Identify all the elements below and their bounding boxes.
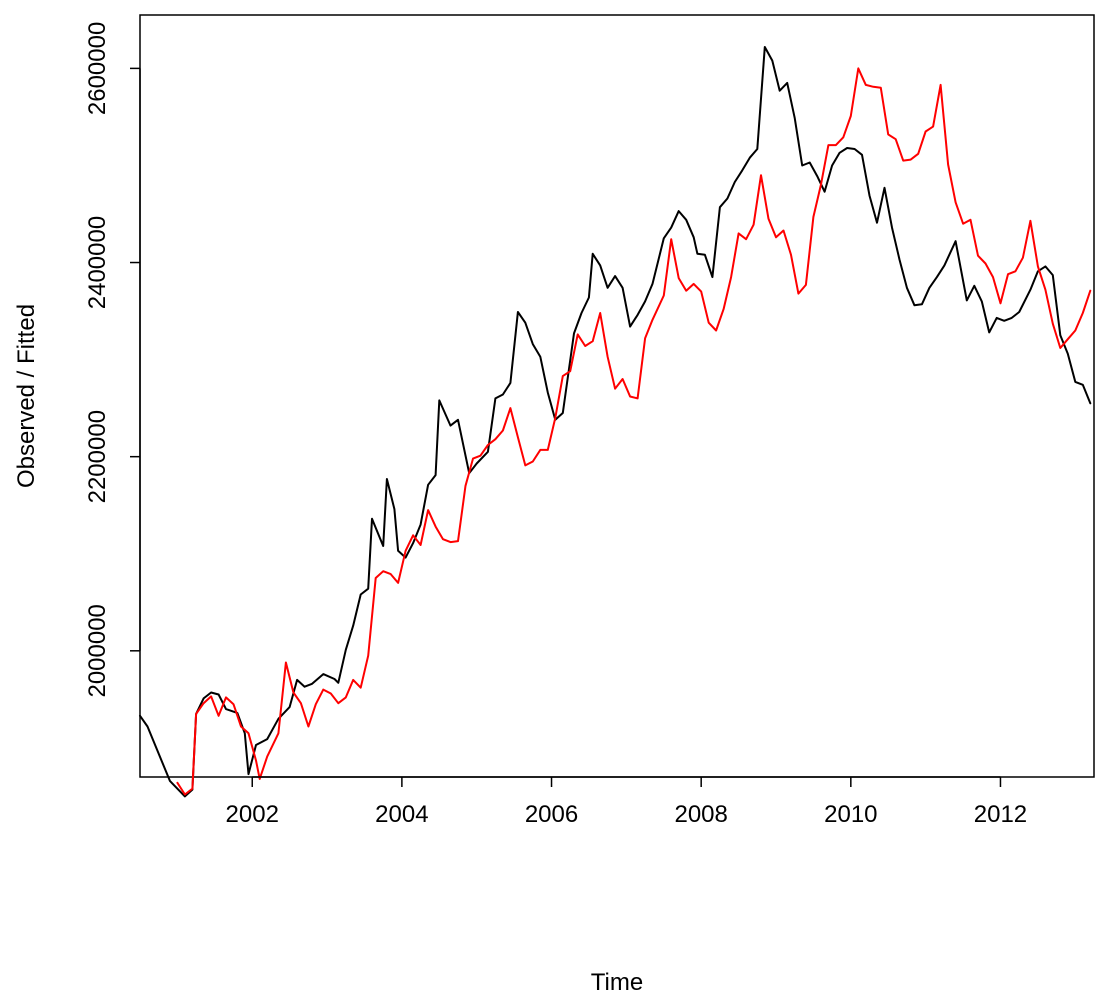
observed-line [139, 46, 1092, 798]
y-axis: 2000000 2200000 2400000 2600000 [84, 22, 141, 698]
y-tick-label: 2000000 [84, 604, 111, 697]
x-tick-label: 2012 [974, 801, 1027, 828]
series-layer [139, 46, 1092, 798]
x-tick-label: 2002 [226, 801, 279, 828]
x-tick-label: 2006 [525, 801, 578, 828]
x-axis: 2002 2004 2006 2008 2010 2012 [226, 776, 1027, 828]
y-tick-label: 2400000 [84, 216, 111, 309]
x-axis-label: Time [591, 969, 643, 996]
y-axis-label: Observed / Fitted [13, 304, 40, 488]
x-tick-label: 2010 [824, 801, 877, 828]
x-tick-label: 2004 [375, 801, 428, 828]
plot-frame [139, 14, 1095, 778]
y-tick-label: 2600000 [84, 22, 111, 115]
y-tick-label: 2200000 [84, 410, 111, 503]
x-tick-label: 2008 [674, 801, 727, 828]
fitted-line [176, 67, 1092, 796]
